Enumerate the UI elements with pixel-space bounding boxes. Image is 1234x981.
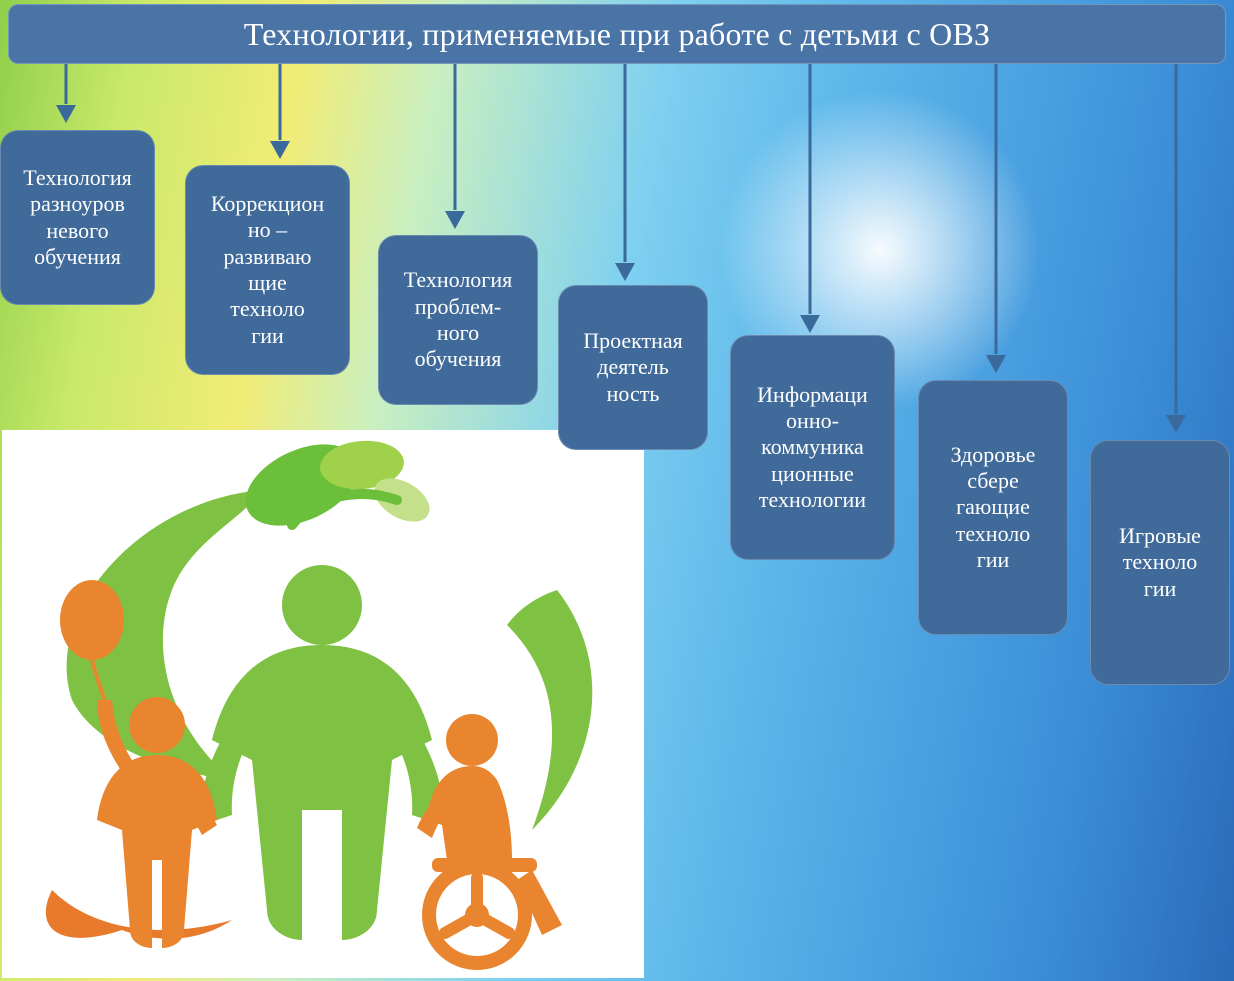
arrow-line-icon [279, 62, 282, 140]
technology-card-label: Здоровье сбере гающие техноло гии [951, 442, 1036, 574]
arrow-line-icon [454, 62, 457, 210]
arrow-head-icon [800, 315, 820, 333]
arrow-line-icon [624, 62, 627, 262]
arrow-line-icon [1175, 62, 1178, 414]
adult-head-icon [282, 565, 362, 645]
arrow-head-icon [986, 355, 1006, 373]
arrow-2 [270, 62, 290, 158]
technology-card-6: Здоровье сбере гающие техноло гии [918, 380, 1068, 635]
technology-card-label: Технология проблем- ного обучения [404, 267, 512, 373]
header-title: Технологии, применяемые при работе с дет… [244, 16, 991, 53]
technology-card-label: Технология разноуров невого обучения [23, 165, 131, 271]
swoosh-right-icon [507, 590, 592, 830]
technology-card-3: Технология проблем- ного обучения [378, 235, 538, 405]
arrow-head-icon [615, 263, 635, 281]
child-left-head-icon [129, 697, 185, 753]
arrow-7 [1166, 62, 1186, 432]
arrow-3 [445, 62, 465, 228]
arrow-1 [56, 62, 76, 122]
arrow-6 [986, 62, 1006, 372]
technology-card-4: Проектная деятель ность [558, 285, 708, 450]
child-right-head-icon [446, 714, 498, 766]
arrow-line-icon [65, 62, 68, 104]
technology-card-label: Коррекцион но – развиваю щие техноло гии [211, 191, 324, 349]
arrow-head-icon [270, 141, 290, 159]
technology-card-label: Информаци онно- коммуника ционные технол… [757, 382, 868, 514]
arrow-head-icon [56, 105, 76, 123]
technology-card-label: Игровые техноло гии [1119, 523, 1201, 602]
header-bar: Технологии, применяемые при работе с дет… [8, 4, 1226, 64]
arrow-5 [800, 62, 820, 332]
arrow-head-icon [1166, 415, 1186, 433]
technology-card-5: Информаци онно- коммуника ционные технол… [730, 335, 895, 560]
adult-body-icon [212, 645, 432, 940]
technology-card-2: Коррекцион но – развиваю щие техноло гии [185, 165, 350, 375]
illustration-panel [2, 430, 644, 978]
arrow-4 [615, 62, 635, 280]
technology-card-7: Игровые техноло гии [1090, 440, 1230, 685]
family-illustration-icon [2, 430, 644, 978]
balloon-icon [60, 580, 124, 660]
technology-card-1: Технология разноуров невого обучения [0, 130, 155, 305]
arrow-line-icon [995, 62, 998, 354]
arrow-line-icon [809, 62, 812, 314]
technology-card-label: Проектная деятель ность [583, 328, 683, 407]
child-left-body-icon [97, 755, 217, 948]
arrow-head-icon [445, 211, 465, 229]
